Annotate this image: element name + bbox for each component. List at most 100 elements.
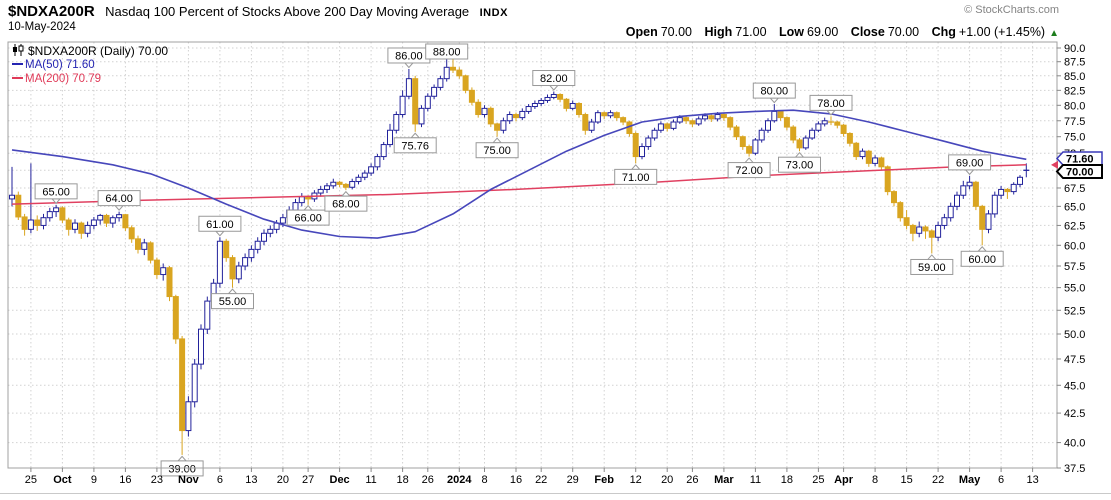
x-tick-label: 25 (812, 474, 824, 486)
candle (40, 213, 47, 230)
candle (809, 127, 816, 140)
y-tick-label: 50.0 (1064, 329, 1085, 341)
candle (317, 185, 324, 197)
legend-series-row: $NDXA200R (Daily) 70.00 (12, 44, 168, 58)
candle (204, 296, 211, 335)
x-tick-label: 20 (661, 474, 673, 486)
ma50-line (11, 109, 1027, 239)
candle (431, 84, 438, 100)
candle (727, 116, 734, 131)
candle (928, 229, 935, 254)
candle (399, 90, 406, 118)
candle (752, 138, 759, 156)
candle (909, 223, 916, 242)
candle (424, 93, 431, 112)
candle (720, 113, 727, 121)
plot-border (7, 41, 1058, 469)
candle (538, 98, 545, 106)
candle (872, 155, 879, 167)
candle (689, 119, 696, 128)
candle (103, 213, 110, 227)
candle (97, 213, 104, 225)
candle (613, 111, 620, 121)
svg-text:88.00: 88.00 (433, 47, 461, 59)
candle (525, 104, 532, 114)
ma200-line (11, 164, 1027, 205)
candle (765, 118, 771, 133)
candle (695, 116, 702, 126)
pivot-label: 66.00 (286, 204, 330, 226)
candle (254, 237, 261, 254)
pivot-label: 65.00 (34, 183, 78, 205)
candle (670, 119, 677, 131)
high-label: High (704, 25, 733, 39)
candle (733, 125, 740, 140)
candle (342, 182, 349, 191)
x-tick-label: Feb (594, 474, 614, 486)
candle (954, 191, 960, 211)
open-value: 70.00 (660, 25, 692, 39)
x-tick-label: 2024 (447, 474, 472, 486)
candle (683, 116, 690, 124)
candle (405, 68, 412, 100)
x-tick-label: 25 (25, 474, 37, 486)
candle (9, 166, 15, 207)
chart-legend: $NDXA200R (Daily) 70.00 MA(50) 71.60 MA(… (12, 44, 168, 86)
candle (846, 132, 853, 147)
candlestick-icon (13, 44, 24, 56)
candle (840, 123, 847, 137)
y-tick-label: 47.5 (1064, 354, 1085, 366)
y-tick-label: 60.0 (1064, 240, 1085, 252)
svg-text:78.00: 78.00 (817, 98, 845, 110)
x-tick-label: 11 (365, 474, 376, 486)
x-tick-label: 22 (535, 474, 547, 486)
candle (878, 156, 885, 171)
y-tick-label: 37.5 (1064, 463, 1085, 475)
candle (179, 335, 186, 455)
y-tick-label: 52.5 (1064, 305, 1085, 317)
x-tick-label: May (959, 474, 981, 486)
candle (109, 215, 116, 228)
pivot-label: 71.00 (614, 164, 658, 185)
legend-ma50-label: MA(50) 71.60 (25, 59, 95, 71)
y-tick-label: 67.5 (1064, 183, 1085, 195)
candle (1023, 163, 1030, 178)
y-tick-label: 77.5 (1064, 116, 1085, 128)
candle (34, 215, 41, 231)
x-tick-label: 15 (900, 474, 912, 486)
candle (153, 257, 160, 279)
candle (84, 221, 91, 238)
candle (242, 253, 249, 271)
candle (78, 221, 85, 239)
candle (639, 143, 645, 160)
pivot-label: 69.00 (948, 154, 992, 176)
candle (72, 219, 78, 234)
candle (418, 105, 425, 128)
svg-text:86.00: 86.00 (395, 50, 423, 62)
candle (53, 204, 60, 217)
candle (506, 111, 513, 124)
low-value: 69.00 (807, 25, 839, 39)
candle (576, 102, 582, 118)
candle (998, 185, 1005, 199)
y-tick-label: 85.0 (1064, 71, 1085, 83)
candle (122, 213, 129, 231)
candle (267, 225, 274, 238)
candle (834, 120, 841, 129)
svg-text:39.00: 39.00 (168, 463, 196, 475)
svg-text:65.00: 65.00 (42, 186, 70, 198)
axis-price-tag: 71.60 (1055, 151, 1103, 166)
pivot-label: 60.00 (960, 246, 1004, 267)
y-tick-label: 42.5 (1064, 408, 1085, 420)
candle (601, 111, 608, 119)
candle (166, 266, 173, 302)
candle (582, 112, 589, 135)
candle (462, 74, 469, 94)
chart-title: Nasdaq 100 Percent of Stocks Above 200 D… (105, 4, 470, 19)
candle (783, 116, 790, 131)
svg-text:61.00: 61.00 (206, 219, 234, 231)
legend-ma200-label: MA(200) 70.79 (25, 73, 102, 85)
candle (935, 221, 942, 242)
candle (223, 238, 230, 262)
